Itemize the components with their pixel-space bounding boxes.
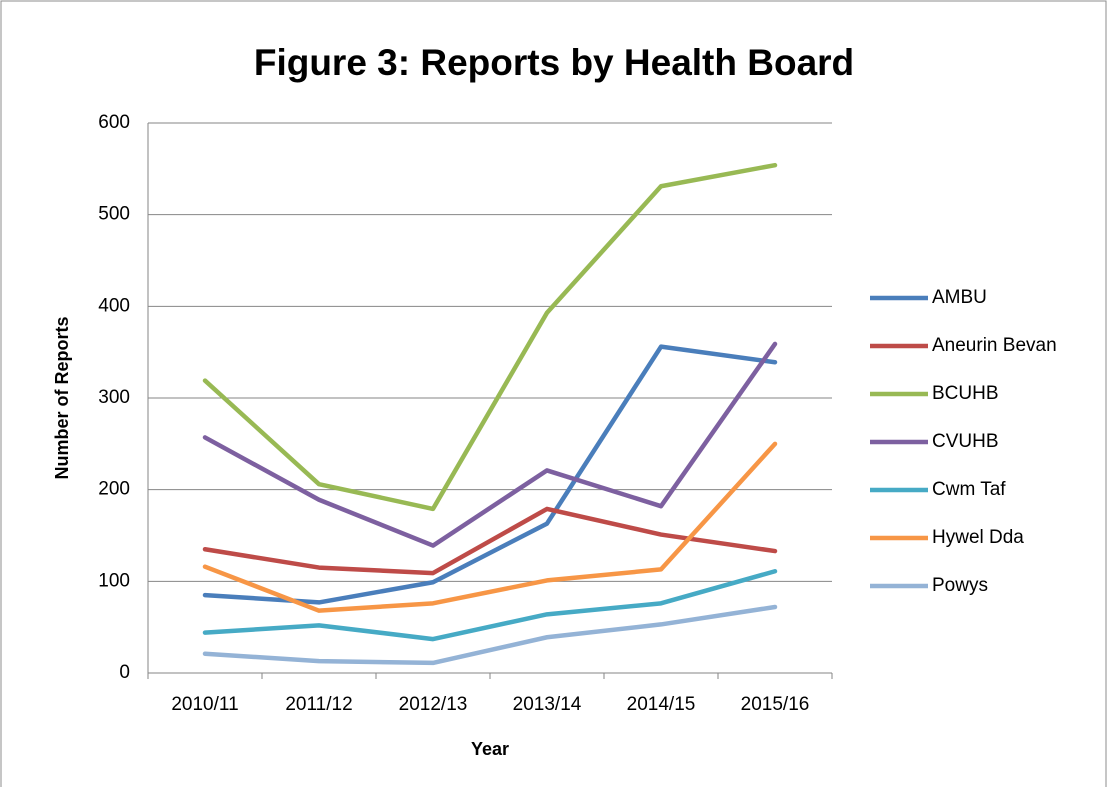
series-line [202, 506, 778, 576]
legend-label: Hywel Dda [932, 527, 1024, 548]
legend-label: Cwm Taf [932, 479, 1006, 500]
y-tick-label: 600 [98, 112, 130, 133]
x-tick-label: 2010/11 [171, 694, 238, 715]
chart-title: Figure 3: Reports by Health Board [254, 42, 854, 83]
legend-label: Aneurin Bevan [932, 335, 1057, 356]
legend-label: Powys [932, 575, 988, 596]
y-tick-label: 400 [98, 295, 130, 316]
y-tick-label: 200 [98, 479, 130, 500]
y-tick-label: 300 [98, 387, 130, 408]
x-tick-label: 2011/12 [285, 694, 352, 715]
y-tick-label: 500 [98, 204, 130, 225]
series-line [202, 441, 778, 613]
legend-label: CVUHB [932, 431, 999, 452]
series-line [202, 162, 778, 512]
y-axis-label: Number of Reports [52, 316, 72, 479]
series-line [202, 341, 778, 548]
series-line [202, 604, 778, 666]
x-tick-label: 2015/16 [741, 694, 810, 715]
x-axis-label: Year [471, 739, 509, 759]
legend-label: BCUHB [932, 383, 999, 404]
x-tick-label: 2014/15 [627, 694, 696, 715]
y-tick-label: 0 [119, 662, 130, 683]
legend-label: AMBU [932, 287, 987, 308]
y-tick-label: 100 [98, 570, 130, 591]
x-tick-label: 2012/13 [399, 694, 468, 715]
series-line [202, 569, 778, 642]
x-tick-label: 2013/14 [513, 694, 582, 715]
